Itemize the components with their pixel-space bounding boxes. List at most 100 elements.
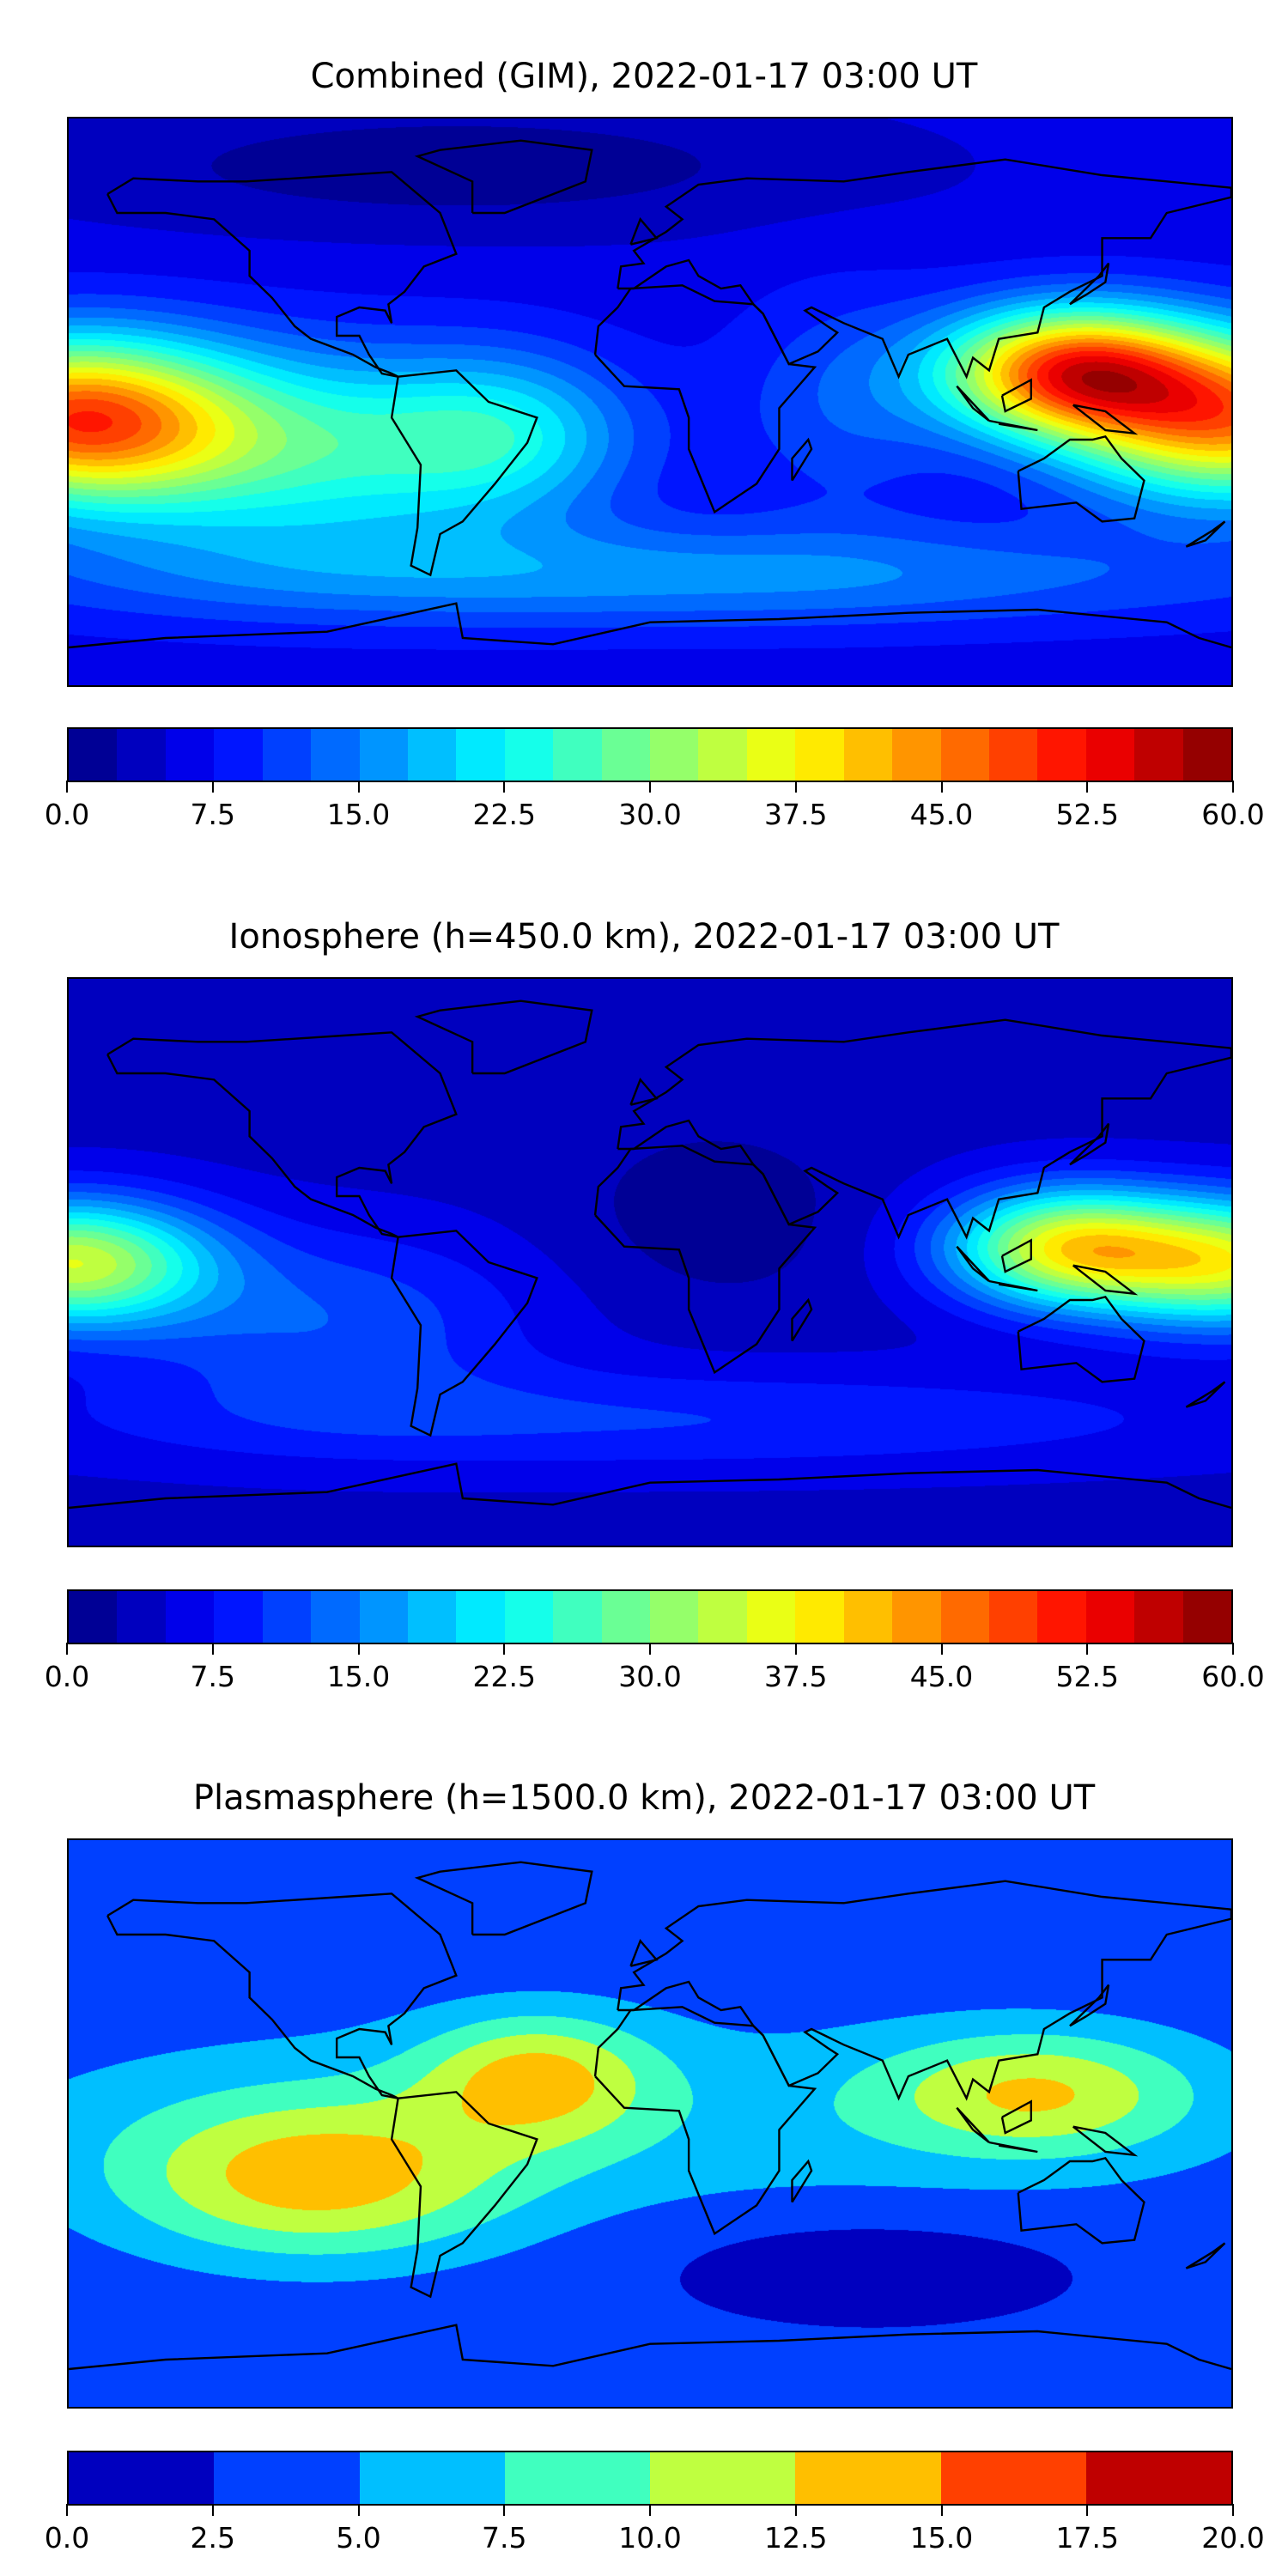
tick-label: 10.0 [618, 2521, 682, 2555]
colorbar-level [1037, 1591, 1086, 1643]
tick-mark [1232, 1643, 1234, 1655]
coastline [629, 1078, 659, 1106]
colorbar-level [1037, 729, 1086, 781]
coastline [1069, 1984, 1110, 2027]
tick-mark [503, 1643, 506, 1655]
coastline [390, 1230, 538, 1437]
colorbar-level [746, 729, 796, 781]
colorbar-level [601, 729, 651, 781]
tec-field [69, 118, 1231, 685]
map-combined [67, 117, 1233, 687]
coastline [617, 1018, 1231, 1240]
tick-label: 30.0 [618, 798, 682, 831]
coastline [1000, 378, 1033, 413]
colorbar-level [456, 1591, 505, 1643]
tick-mark [1086, 1643, 1089, 1655]
tick-label: 15.0 [326, 1660, 391, 1693]
tick-mark [649, 1643, 651, 1655]
coastline [1185, 1381, 1226, 1408]
colorbar-level [214, 1591, 263, 1643]
coastline [414, 999, 593, 1075]
tick-label: 7.5 [482, 2521, 527, 2555]
tick-mark [66, 2504, 68, 2516]
tick-mark [649, 781, 651, 793]
coastline [1185, 2242, 1226, 2269]
coastline [629, 1939, 659, 1967]
coastline [617, 158, 1231, 380]
colorbar-ticks: 0.0 7.5 15.0 22.5 30.0 37.5 45.0 52.5 60.0 [45, 1643, 1265, 1694]
tick-mark [66, 1643, 68, 1655]
chart-title: Combined (GIM), 2022-01-17 03:00 UT [310, 57, 978, 96]
coastline [956, 2106, 990, 2143]
tick-mark [211, 781, 214, 793]
coastline [69, 602, 1231, 649]
tick-mark [503, 781, 506, 793]
colorbar-level [504, 2452, 650, 2504]
tick-mark [940, 1643, 943, 1655]
colorbar-level [1085, 1591, 1135, 1643]
colorbar-level [940, 2452, 1086, 2504]
coastline [1000, 1238, 1033, 1273]
map-ionosphere [67, 977, 1233, 1547]
colorbar-level [698, 1591, 747, 1643]
coastline [956, 1245, 990, 1282]
colorbar-level [553, 1591, 602, 1643]
tick-mark [503, 2504, 506, 2516]
tick-mark [1232, 2504, 1234, 2516]
colorbar-level [650, 2452, 796, 2504]
colorbar-level [1085, 729, 1135, 781]
colorbar-level [214, 2452, 360, 2504]
chart-title: Ionosphere (h=450.0 km), 2022-01-17 03:0… [228, 917, 1060, 957]
coastline [988, 419, 1038, 432]
tick-label: 37.5 [764, 798, 828, 831]
tick-label: 2.5 [190, 2521, 235, 2555]
colorbar-level [117, 729, 166, 781]
coastline [629, 217, 659, 246]
coastlines [69, 1861, 1231, 2371]
colorbar-level [795, 729, 844, 781]
coastline [791, 437, 813, 482]
tick-label: 7.5 [190, 798, 235, 831]
coastline [414, 139, 593, 215]
tick-label: 5.0 [336, 2521, 381, 2555]
colorbar-level [407, 1591, 457, 1643]
tick-mark [794, 781, 797, 793]
colorbar-level [262, 729, 312, 781]
colorbar-level [795, 2452, 941, 2504]
colorbar-level [892, 729, 941, 781]
colorbar-level [69, 729, 118, 781]
coastline [106, 1893, 458, 2099]
tick-label: 17.5 [1055, 2521, 1119, 2555]
colorbar-level [69, 1591, 118, 1643]
coastline [414, 1861, 593, 1936]
tick-label: 0.0 [44, 798, 90, 831]
colorbar-level [795, 1591, 844, 1643]
colorbar-level [892, 1591, 941, 1643]
tick-label: 60.0 [1201, 1660, 1265, 1693]
colorbar-level [940, 729, 990, 781]
coastline [69, 1462, 1231, 1510]
colorbar-level [165, 1591, 215, 1643]
coastline [593, 1145, 817, 1375]
colorbar-level [311, 1591, 360, 1643]
colorbar-level [69, 2452, 215, 2504]
tick-mark [1232, 781, 1234, 793]
colorbar-level [553, 729, 602, 781]
colorbar-level [407, 729, 457, 781]
colorbar-level [1134, 1591, 1183, 1643]
colorbar-level [940, 1591, 990, 1643]
coastline [1000, 2099, 1033, 2135]
colorbar-level [650, 1591, 699, 1643]
coastline [1017, 1295, 1145, 1383]
tick-label: 0.0 [44, 2521, 90, 2555]
colorbar [67, 2451, 1233, 2506]
coastline [106, 1031, 458, 1238]
coastline [956, 385, 990, 422]
coastlines [69, 139, 1231, 649]
colorbar-level [843, 1591, 893, 1643]
coastline [1072, 404, 1139, 435]
colorbar-level [843, 729, 893, 781]
colorbar-level [359, 1591, 408, 1643]
tick-label: 30.0 [618, 1660, 682, 1693]
coastline [1017, 2156, 1145, 2245]
